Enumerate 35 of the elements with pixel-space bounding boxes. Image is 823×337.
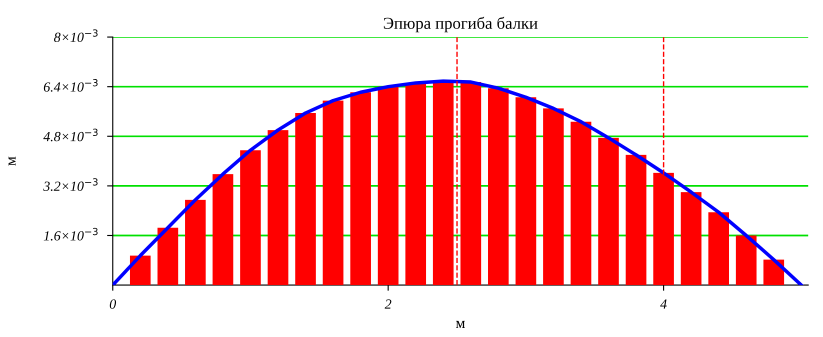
bar xyxy=(432,81,454,286)
bar xyxy=(763,260,784,286)
x-axis-title: м xyxy=(456,320,465,328)
y-tick-label: 6.4×10$^{−3}$ xyxy=(44,79,98,92)
bar xyxy=(680,192,702,286)
bar xyxy=(543,108,564,286)
x-tick-label: 0 xyxy=(110,299,116,309)
bar xyxy=(598,138,619,286)
x-tick-label: 2 xyxy=(384,299,392,309)
bar xyxy=(240,150,261,286)
y-tick-label: 1.6×10$^{−3}$ xyxy=(44,228,98,241)
bar xyxy=(378,86,398,286)
bar xyxy=(516,97,536,286)
y-tick-label: 3.2×10$^{−3}$ xyxy=(43,178,98,191)
bar xyxy=(708,212,730,286)
bar xyxy=(488,88,509,286)
bar xyxy=(268,130,288,286)
y-tick-label: 4.8×10$^{−3}$ xyxy=(43,128,98,142)
y-axis-title: м xyxy=(8,156,16,166)
bar xyxy=(736,235,757,286)
bar xyxy=(130,256,151,286)
bar xyxy=(158,228,178,286)
bar xyxy=(570,122,592,286)
bar xyxy=(350,92,371,286)
line-series xyxy=(112,79,804,286)
bar xyxy=(185,200,206,286)
bar xyxy=(295,113,316,286)
bar xyxy=(626,154,646,286)
chart-title: Эпюра прогиба балки xyxy=(384,16,538,32)
x-tick-label: 4 xyxy=(660,299,667,309)
bar xyxy=(322,100,344,286)
bar xyxy=(460,82,482,286)
y-tick-label: 8×10$^{−3}$ xyxy=(54,29,98,42)
bar xyxy=(405,82,426,286)
bar xyxy=(212,174,234,286)
